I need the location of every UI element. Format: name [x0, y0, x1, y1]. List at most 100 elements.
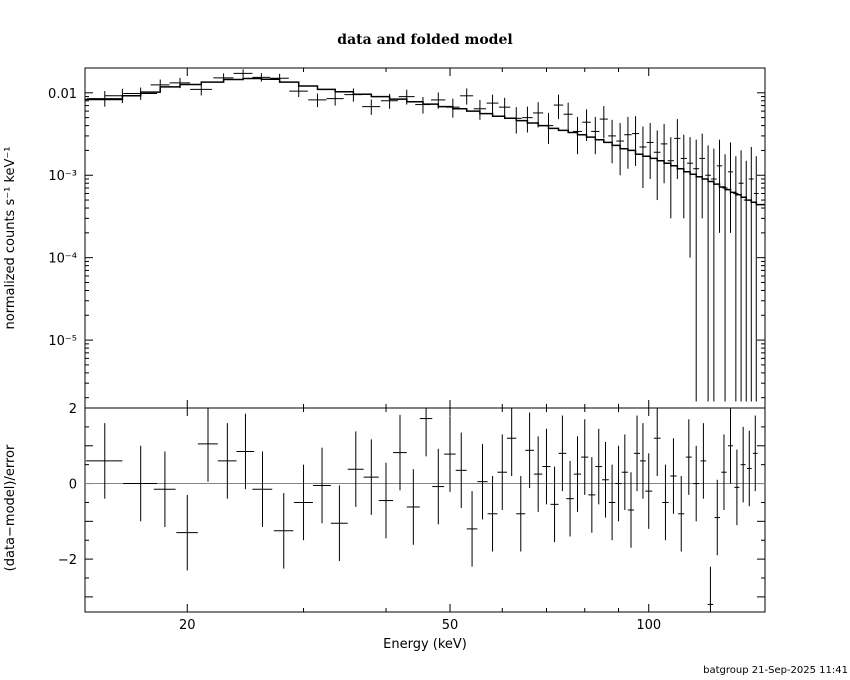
x-axis-label: Energy (keV)	[383, 637, 467, 652]
residual-point	[595, 428, 603, 505]
data-point	[680, 134, 687, 219]
residual-point	[123, 445, 158, 522]
residual-point	[662, 464, 669, 541]
residual-point	[393, 414, 407, 491]
residual-point	[176, 494, 198, 571]
data-point	[738, 150, 744, 402]
residual-point	[640, 423, 646, 499]
residual-point	[634, 415, 641, 492]
data-point	[667, 137, 674, 219]
data-point	[486, 94, 499, 114]
spectrum-y-axis-label: normalized counts s⁻¹ keV⁻¹	[3, 147, 18, 330]
data-point	[748, 147, 754, 402]
residual-point	[347, 431, 364, 507]
residual-panel: 20 50 100 −2 0 2	[58, 402, 766, 633]
data-point	[563, 102, 573, 131]
residual-point	[525, 412, 534, 489]
residual-point	[550, 466, 559, 543]
data-point	[289, 85, 308, 97]
y-tick-label: 10⁻³	[48, 169, 77, 184]
data-point	[693, 139, 700, 402]
data-point	[646, 123, 654, 180]
residual-point	[419, 408, 433, 457]
data-point	[415, 96, 431, 114]
residual-point	[217, 423, 237, 499]
data-point	[624, 116, 632, 169]
y-tick-label: −2	[58, 553, 77, 568]
x-tick-label: 50	[442, 618, 459, 633]
footer-timestamp: batgroup 21-Sep-2025 11:41	[703, 665, 848, 676]
data-point	[252, 73, 271, 82]
data-point	[599, 106, 608, 139]
data-point	[344, 88, 363, 102]
residual-point	[707, 566, 714, 612]
residual-point	[615, 445, 622, 522]
residual-point	[588, 457, 596, 533]
y-tick-label: 10⁻⁵	[48, 334, 77, 349]
spectrum-frame	[84, 67, 766, 409]
residual-point	[740, 426, 746, 503]
data-point	[705, 145, 711, 402]
model-line	[85, 77, 765, 206]
residual-point	[573, 436, 582, 512]
residual-point	[700, 423, 707, 499]
data-point	[326, 92, 344, 106]
residual-point	[693, 445, 700, 522]
residual-point	[252, 451, 273, 527]
residual-point	[558, 415, 567, 492]
residual-point	[727, 408, 734, 484]
residual-point	[685, 419, 692, 495]
data-point	[631, 116, 640, 166]
data-point	[522, 106, 533, 133]
data-point	[608, 119, 616, 164]
residual-point	[378, 462, 394, 539]
x-tick-label: 20	[179, 618, 196, 633]
data-point	[553, 94, 564, 120]
spectrum-panel: 10⁻⁵ 10⁻⁴ 10⁻³ 0.01	[48, 67, 766, 409]
residual-point	[153, 451, 176, 527]
residual-point	[752, 415, 758, 492]
residual-point	[86, 423, 123, 499]
residual-point	[734, 449, 740, 526]
residual-point	[746, 430, 752, 507]
residual-point	[602, 442, 609, 518]
data-point	[711, 148, 717, 402]
residual-point	[627, 472, 635, 548]
data-point	[591, 116, 600, 155]
data-point	[190, 83, 212, 96]
residual-point	[444, 416, 456, 492]
residual-point	[507, 408, 517, 476]
y-tick-label: 0	[69, 478, 77, 493]
data-point	[473, 99, 487, 120]
data-point	[460, 88, 474, 105]
y-tick-label: 10⁻⁴	[48, 252, 77, 267]
residual-point	[273, 493, 294, 569]
residual-point	[466, 491, 478, 567]
chart-title: data and folded model	[337, 32, 512, 48]
residual-point	[581, 419, 589, 495]
residual-point	[721, 434, 727, 510]
residual-point	[406, 469, 420, 545]
data-point	[653, 130, 661, 201]
residual-point	[542, 428, 551, 505]
y-tick-label: 0.01	[48, 87, 77, 102]
residual-y-axis-label: (data−model)/error	[3, 444, 18, 571]
residual-point	[363, 439, 379, 515]
data-point	[722, 154, 728, 402]
data-point	[573, 116, 582, 155]
residual-point	[432, 448, 445, 525]
residual-point	[678, 476, 685, 552]
residual-point	[487, 476, 498, 552]
y-tick-label: 2	[69, 402, 77, 417]
residual-point	[330, 485, 348, 561]
residual-point	[608, 464, 616, 541]
residual-point	[714, 479, 720, 556]
x-tick-label: 100	[636, 618, 661, 633]
residual-point	[497, 434, 508, 510]
residual-point	[645, 453, 653, 529]
data-point	[660, 123, 668, 184]
residual-point	[236, 413, 255, 490]
residual-point	[477, 443, 488, 520]
residual-frame	[84, 407, 766, 613]
residual-point	[455, 432, 467, 509]
